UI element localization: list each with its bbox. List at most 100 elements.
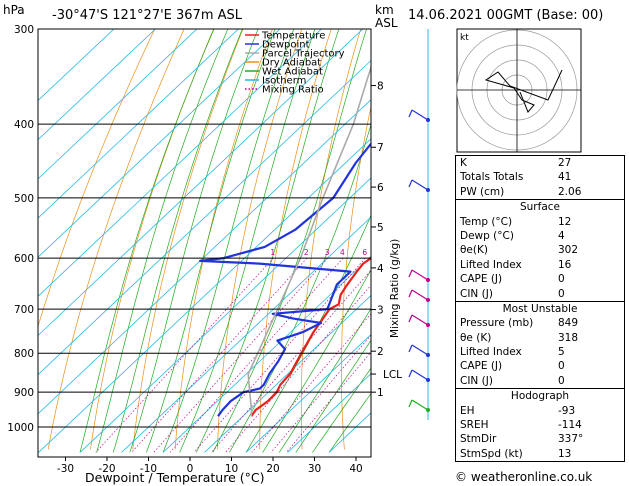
temperature-tick-label: 40 (349, 463, 362, 475)
mixing-ratio-line (193, 257, 366, 453)
index-row: Lifted Index 5 (456, 345, 624, 359)
isotherm-line (79, 177, 371, 453)
index-row: K 27 (456, 156, 624, 170)
hodograph-title: Hodograph (456, 388, 624, 403)
index-value: -114 (558, 419, 582, 432)
wet-adiabat-line (328, 392, 371, 453)
isotherm-line (121, 216, 371, 453)
dry-adiabat-line (300, 29, 362, 450)
wind-barb (411, 369, 429, 381)
pressure-tick-label: 600 (14, 253, 34, 265)
km-tick-label: 6 (377, 182, 384, 194)
y2-axis-label: Mixing Ratio (g/kg) (389, 239, 401, 338)
wind-barb-dot (426, 378, 430, 382)
index-value: 13 (558, 447, 572, 460)
pressure-tick-label: 500 (14, 193, 34, 205)
index-name: CIN (J) (460, 374, 493, 387)
index-value: 4 (558, 229, 565, 242)
isotherm-line (38, 99, 371, 415)
wet-adiabat-line (129, 29, 259, 453)
wet-adiabat-line (112, 29, 243, 453)
x-axis-label: Dewpoint / Temperature (°C) (85, 470, 264, 485)
dry-adiabat-line (132, 29, 244, 450)
index-name: CIN (J) (460, 287, 493, 300)
index-name: Totals Totals (460, 171, 524, 184)
wind-barb-flag (408, 109, 413, 118)
index-row: PW (cm) 2.06 (456, 185, 624, 199)
index-row: Temp (°C) 12 (456, 215, 624, 229)
dry-adiabat-line (217, 29, 303, 450)
index-value: 318 (558, 331, 579, 344)
mixing-ratio-label: 20 (434, 248, 444, 257)
temperature-tick-label: -10 (140, 463, 157, 475)
index-row: SREH -114 (456, 418, 624, 432)
index-value: 5 (558, 346, 565, 359)
index-name: SREH (460, 419, 489, 432)
isotherm-line (245, 333, 371, 453)
wind-barb (411, 289, 429, 301)
index-value: 849 (558, 317, 579, 330)
index-name: Lifted Index (460, 346, 522, 359)
dry-adiabat-line (174, 29, 273, 450)
isotherm-line (38, 59, 371, 376)
wet-adiabat-line (96, 29, 229, 453)
index-row: CIN (J) 0 (456, 287, 624, 301)
isotherm-line (38, 138, 371, 453)
pressure-tick-label: 400 (14, 119, 34, 131)
index-value: 16 (558, 258, 572, 271)
legend-entry: Dry Adiabat (262, 58, 321, 69)
wet-adiabat-line (162, 29, 295, 453)
wet-adiabat-line (295, 339, 371, 453)
index-row: Totals Totals 41 (456, 170, 624, 184)
wind-barb (411, 269, 429, 281)
mixing-ratio-label: 1 (270, 248, 275, 257)
dry-adiabat-line (259, 29, 332, 450)
unstable-title: Most Unstable (456, 300, 624, 316)
index-value: 12 (558, 215, 572, 228)
isotherm-line (38, 29, 239, 219)
index-value: 0 (558, 287, 565, 300)
index-name: PW (cm) (460, 185, 505, 198)
wind-barb (411, 344, 429, 356)
index-row: StmDir 337° (456, 432, 624, 446)
isotherm-line (38, 29, 198, 180)
index-value: 302 (558, 244, 579, 257)
mixing-ratio-label: 4 (340, 248, 345, 257)
temperature-tick-label: 30 (308, 463, 321, 475)
isotherm-line (38, 29, 156, 141)
dry-adiabat-line (38, 29, 156, 328)
index-name: StmDir (460, 433, 497, 446)
index-row: Lifted Index 16 (456, 258, 624, 272)
index-name: θe (K) (460, 331, 492, 344)
index-value: 2.06 (558, 185, 582, 198)
location-label: -30°47'S 121°27'E 367m ASL (52, 8, 243, 23)
mixing-ratio-label: 3 (325, 248, 330, 257)
legend-entry: Isotherm (262, 76, 306, 87)
wind-barb-dot (426, 188, 430, 192)
wind-barb-dot (426, 278, 430, 282)
wind-barb-flag (408, 314, 413, 323)
mixing-ratio-label: 15 (416, 248, 426, 257)
mixing-ratio-line (225, 284, 371, 453)
wind-barb-flag (408, 369, 413, 378)
index-row: EH -93 (456, 404, 624, 418)
dry-adiabat-line (341, 105, 371, 450)
temperature-tick-label: 20 (266, 463, 279, 475)
index-name: Temp (°C) (460, 215, 513, 228)
index-row: θe (K) 318 (456, 331, 624, 345)
index-row: Dewp (°C) 4 (456, 229, 624, 243)
isotherm-line (204, 294, 371, 453)
index-value: 41 (558, 171, 572, 184)
mixing-ratio-label: 8 (379, 248, 384, 257)
temperature-tick-label: -20 (98, 463, 115, 475)
temperature-tick-label: -30 (57, 463, 74, 475)
index-name: θe(K) (460, 244, 488, 257)
isotherm-line (38, 29, 364, 337)
wind-barb-dot (426, 298, 430, 302)
series-temperature (250, 254, 371, 417)
mixing-ratio-label: 6 (362, 248, 367, 257)
km-tick-label: 5 (377, 222, 384, 234)
wet-adiabat-line (278, 307, 371, 453)
lcl-label: LCL (383, 369, 402, 381)
temperature-tick-label: 0 (187, 463, 194, 475)
